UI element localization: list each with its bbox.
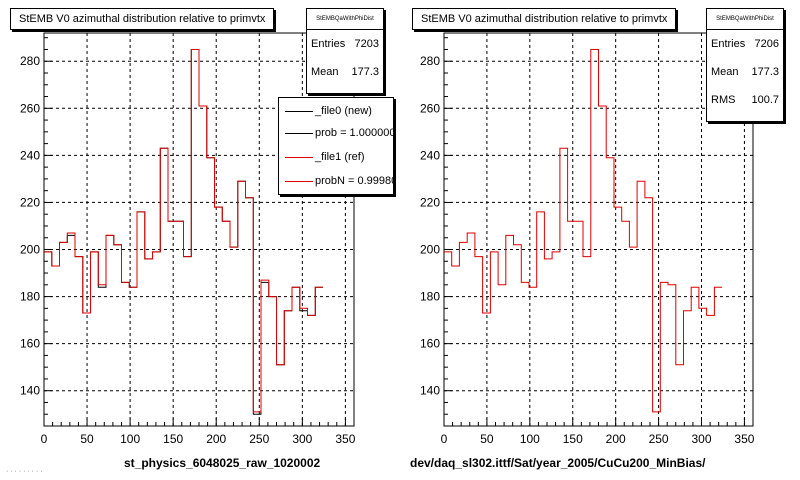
right-x-tick-label: 100 (520, 432, 540, 446)
right-mean-label: Mean (711, 66, 739, 78)
right-x-tick-label: 200 (606, 432, 626, 446)
left-y-tick-label: 280 (20, 54, 40, 68)
left-series-1-line (44, 49, 323, 413)
right-y-tick-label: 280 (420, 54, 440, 68)
left-entries-label: Entries (311, 38, 346, 50)
left-y-tick-label: 140 (20, 384, 40, 398)
left-chart-title: StEMB V0 azimuthal distribution relative… (10, 8, 275, 30)
left-stats-box: StEMBQaWithPhiDist Entries 7203 Mean 177… (306, 8, 384, 94)
right-series-0-line (444, 49, 723, 413)
left-x-tick-label: 50 (80, 432, 94, 446)
right-entries-label: Entries (711, 38, 746, 50)
left-x-axis-title: st_physics_6048025_raw_1020002 (124, 456, 321, 470)
legend-entry-probn: probN = 0.999800 (279, 170, 393, 192)
left-x-tick-label: 200 (206, 432, 226, 446)
right-x-tick-label: 350 (734, 432, 754, 446)
legend-entry-file0: _file0 (new) (279, 100, 393, 122)
right-chart-title: StEMB V0 azimuthal distribution relative… (412, 8, 677, 30)
left-y-tick-label: 260 (20, 101, 40, 115)
left-entries-value: 7203 (354, 38, 379, 50)
legend-label-probn: probN = 0.999800 (315, 175, 393, 187)
left-y-tick-label: 220 (20, 195, 40, 209)
footer-text: · · · · · · · · · (6, 468, 43, 475)
right-stats-box: StEMBQaWithPhiDist Entries 7206 Mean 177… (706, 8, 784, 122)
left-y-tick-label: 160 (20, 337, 40, 351)
right-x-tick-label: 150 (563, 432, 583, 446)
left-stats-mean: Mean 177.3 (307, 58, 383, 86)
legend-label-file1: _file1 (ref) (315, 151, 365, 163)
right-rms-value: 100.7 (751, 94, 779, 106)
right-y-tick-label: 240 (420, 148, 440, 162)
left-stats-name: StEMBQaWithPhiDist (307, 9, 383, 30)
right-x-tick-label: 250 (649, 432, 669, 446)
right-x-tick-label: 0 (441, 432, 448, 446)
right-stats-entries: Entries 7206 (707, 30, 783, 58)
right-mean-value: 177.3 (751, 66, 779, 78)
right-y-tick-label: 140 (420, 384, 440, 398)
right-stats-mean: Mean 177.3 (707, 58, 783, 86)
left-x-tick-label: 350 (335, 432, 355, 446)
left-stats-entries: Entries 7203 (307, 30, 383, 58)
right-title-text: StEMB V0 azimuthal distribution relative… (421, 13, 668, 25)
left-title-text: StEMB V0 azimuthal distribution relative… (19, 13, 266, 25)
right-stats-rms: RMS 100.7 (707, 86, 783, 114)
right-y-tick-label: 220 (420, 195, 440, 209)
left-x-tick-label: 150 (163, 432, 183, 446)
right-x-axis-title: dev/daq_sl302.ittf/Sat/year_2005/CuCu200… (410, 456, 706, 470)
legend-line-prob (285, 133, 313, 134)
left-y-tick-label: 180 (20, 290, 40, 304)
right-rms-label: RMS (711, 94, 736, 106)
right-entries-value: 7206 (754, 38, 779, 50)
left-x-tick-label: 250 (249, 432, 269, 446)
right-x-tick-label: 300 (691, 432, 711, 446)
left-legend: _file0 (new) prob = 1.000000 _file1 (ref… (278, 97, 394, 195)
right-y-tick-label: 260 (420, 101, 440, 115)
legend-line-probn (285, 181, 313, 182)
left-x-tick-label: 300 (292, 432, 312, 446)
right-y-tick-label: 200 (420, 243, 440, 257)
left-mean-label: Mean (311, 66, 339, 78)
right-stats-name: StEMBQaWithPhiDist (707, 9, 783, 30)
right-y-tick-label: 160 (420, 337, 440, 351)
legend-entry-file1: _file1 (ref) (279, 146, 393, 168)
legend-line-file0 (285, 111, 313, 112)
legend-entry-prob: prob = 1.000000 (279, 122, 393, 144)
legend-label-file0: _file0 (new) (315, 105, 372, 117)
left-x-tick-label: 100 (120, 432, 140, 446)
left-y-tick-label: 240 (20, 148, 40, 162)
left-mean-value: 177.3 (351, 66, 379, 78)
legend-label-prob: prob = 1.000000 (315, 127, 394, 139)
right-y-tick-label: 180 (420, 290, 440, 304)
legend-line-file1 (285, 157, 313, 158)
left-x-tick-label: 0 (41, 432, 48, 446)
right-x-tick-label: 50 (480, 432, 494, 446)
left-y-tick-label: 200 (20, 243, 40, 257)
